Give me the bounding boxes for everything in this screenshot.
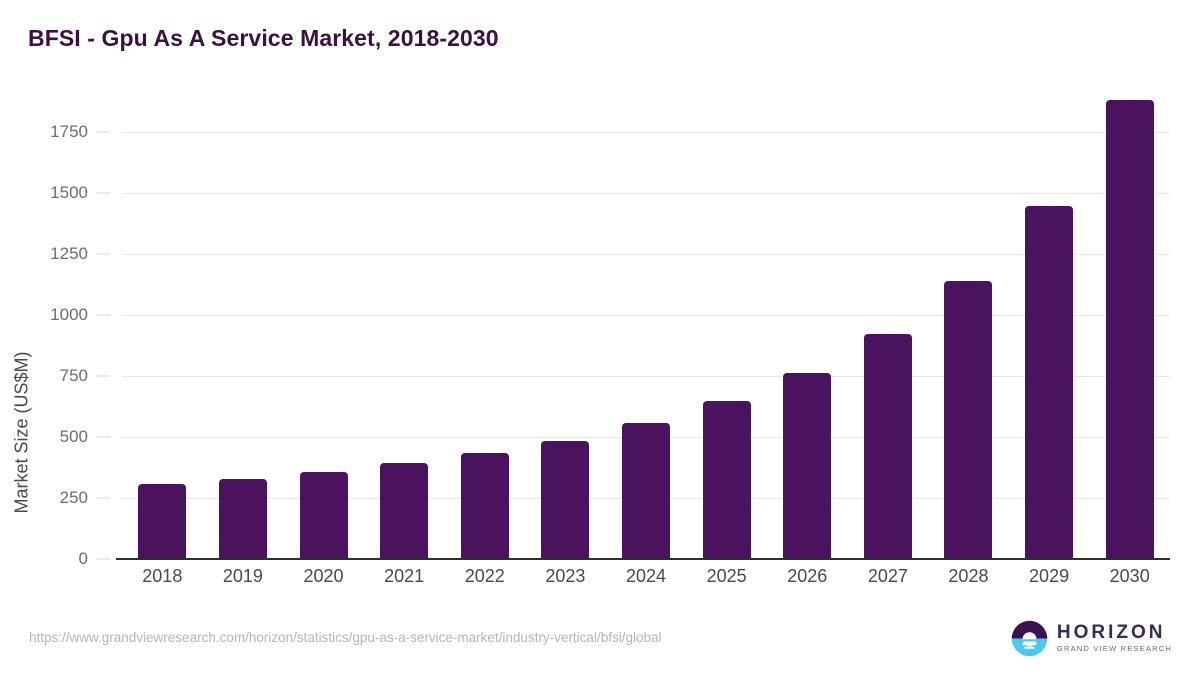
- logo-text: HORIZON GRAND VIEW RESEARCH: [1057, 623, 1172, 653]
- gridline: [122, 375, 1170, 377]
- y-axis-tick-mark: [96, 314, 110, 316]
- x-axis-tick-label: 2028: [948, 566, 989, 586]
- x-axis-tick-label: 2022: [464, 566, 505, 586]
- gridline: [122, 192, 1170, 194]
- x-axis-tick-label: 2023: [545, 566, 586, 586]
- logo-name: HORIZON: [1056, 622, 1166, 644]
- y-axis-tick-mark: [96, 131, 110, 133]
- bar-2023[interactable]: [541, 441, 590, 559]
- bar-column[interactable]: [1025, 95, 1074, 559]
- bar-column[interactable]: [299, 95, 348, 559]
- x-axis-tick-label: 2029: [1029, 566, 1070, 586]
- page-title: BFSI - Gpu As A Service Market, 2018-203…: [28, 25, 499, 51]
- x-axis-tick-label: 2026: [787, 566, 828, 586]
- y-axis-tick-label: 1750: [50, 121, 88, 141]
- x-axis-tick-label: 2025: [706, 566, 747, 586]
- gridline: [122, 314, 1170, 316]
- bar-column[interactable]: [783, 95, 832, 559]
- bar-2021[interactable]: [380, 462, 429, 559]
- y-axis-tick-mark: [96, 436, 110, 438]
- y-axis-tick-label: 1000: [50, 304, 88, 324]
- x-axis-tick-label: 2019: [222, 566, 263, 586]
- bar-column[interactable]: [218, 95, 267, 559]
- y-axis-tick-label: 500: [59, 426, 88, 446]
- bar-2025[interactable]: [702, 400, 751, 559]
- y-axis-title: Market Size (US$M): [11, 351, 32, 514]
- x-axis-tick-label: 2030: [1109, 566, 1150, 586]
- bar-2018[interactable]: [138, 484, 187, 559]
- bar-column[interactable]: [863, 95, 912, 559]
- x-axis-tick-label: 2024: [625, 566, 667, 586]
- bar-2029[interactable]: [1025, 206, 1074, 559]
- bar-column[interactable]: [380, 95, 429, 559]
- bar-2028[interactable]: [944, 280, 993, 559]
- y-axis-tick-mark: [96, 558, 110, 560]
- bar-column[interactable]: [622, 95, 670, 559]
- x-axis: 2018 2019 2020 2021 2022 2023 2024 2025 2026 2027…: [122, 566, 1170, 596]
- bar-2019[interactable]: [218, 479, 267, 559]
- gridline: [122, 131, 1170, 133]
- bar-2027[interactable]: [863, 334, 912, 559]
- y-axis-tick-label: 0: [78, 549, 88, 568]
- horizon-logo: HORIZON GRAND VIEW RESEARCH: [1011, 618, 1172, 658]
- bar-series: [122, 95, 1170, 559]
- source-url[interactable]: https://www.grandviewresearch.com/horizo…: [29, 630, 662, 645]
- bar-column[interactable]: [460, 95, 509, 559]
- bar-2026[interactable]: [783, 372, 832, 559]
- y-axis-tick-label: 750: [59, 365, 88, 385]
- gridline: [122, 253, 1170, 255]
- bar-column[interactable]: [1105, 95, 1154, 559]
- x-axis-line: [116, 558, 1170, 560]
- logo-tagline: GRAND VIEW RESEARCH: [1056, 644, 1172, 654]
- bar-2030[interactable]: [1105, 99, 1154, 559]
- bar-2022[interactable]: [460, 453, 509, 559]
- y-axis-tick-mark: [96, 253, 110, 255]
- bar-column[interactable]: [702, 95, 751, 559]
- x-axis-tick-label: 2018: [142, 566, 183, 586]
- x-axis-tick-label: 2027: [867, 566, 908, 586]
- horizon-sun-circle-icon: [1011, 620, 1048, 656]
- y-axis-tick-mark: [96, 375, 110, 377]
- bar-column[interactable]: [944, 95, 993, 559]
- y-axis-tick-label: 250: [59, 487, 88, 507]
- y-axis-tick-mark: [96, 192, 110, 194]
- bar-2024[interactable]: [622, 422, 670, 559]
- y-axis-tick-label: 1250: [50, 243, 88, 263]
- bar-column[interactable]: [541, 95, 590, 559]
- x-axis-tick-label: 2020: [303, 566, 344, 586]
- bar-column[interactable]: [138, 95, 187, 559]
- y-axis-tick-mark: [96, 497, 110, 499]
- x-axis-tick-label: 2021: [384, 566, 425, 586]
- y-axis-tick-label: 1500: [50, 182, 88, 202]
- bar-2020[interactable]: [299, 471, 348, 559]
- y-axis: Market Size (US$M) 0 250 500 750 1000 1250 150…: [0, 95, 110, 568]
